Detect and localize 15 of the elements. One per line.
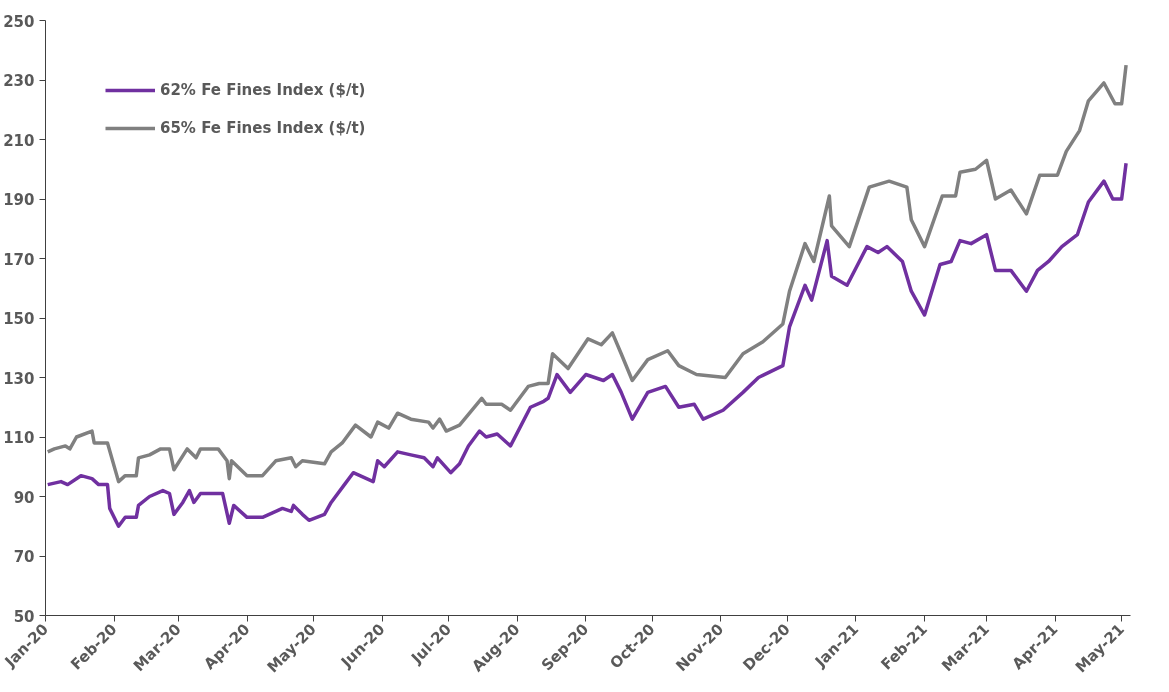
line-series <box>45 161 1128 528</box>
line-series <box>45 63 1128 484</box>
y-tick-label: 70 <box>13 548 35 566</box>
y-tick-label: 90 <box>13 488 35 507</box>
y-tick-label: 190 <box>3 191 35 209</box>
legend-label: 62% Fe Fines Index ($/t) <box>160 81 366 99</box>
y-tick-label: 210 <box>3 131 35 150</box>
legend-label: 65% Fe Fines Index ($/t) <box>160 119 366 137</box>
y-tick-label: 110 <box>3 429 35 447</box>
y-tick-label: 150 <box>3 310 35 328</box>
y-tick-label: 170 <box>3 250 35 269</box>
y-tick-label: 130 <box>3 369 35 388</box>
y-tick-label: 230 <box>3 72 35 90</box>
y-tick-label: 50 <box>13 607 35 626</box>
y-tick-label: 250 <box>3 12 35 31</box>
